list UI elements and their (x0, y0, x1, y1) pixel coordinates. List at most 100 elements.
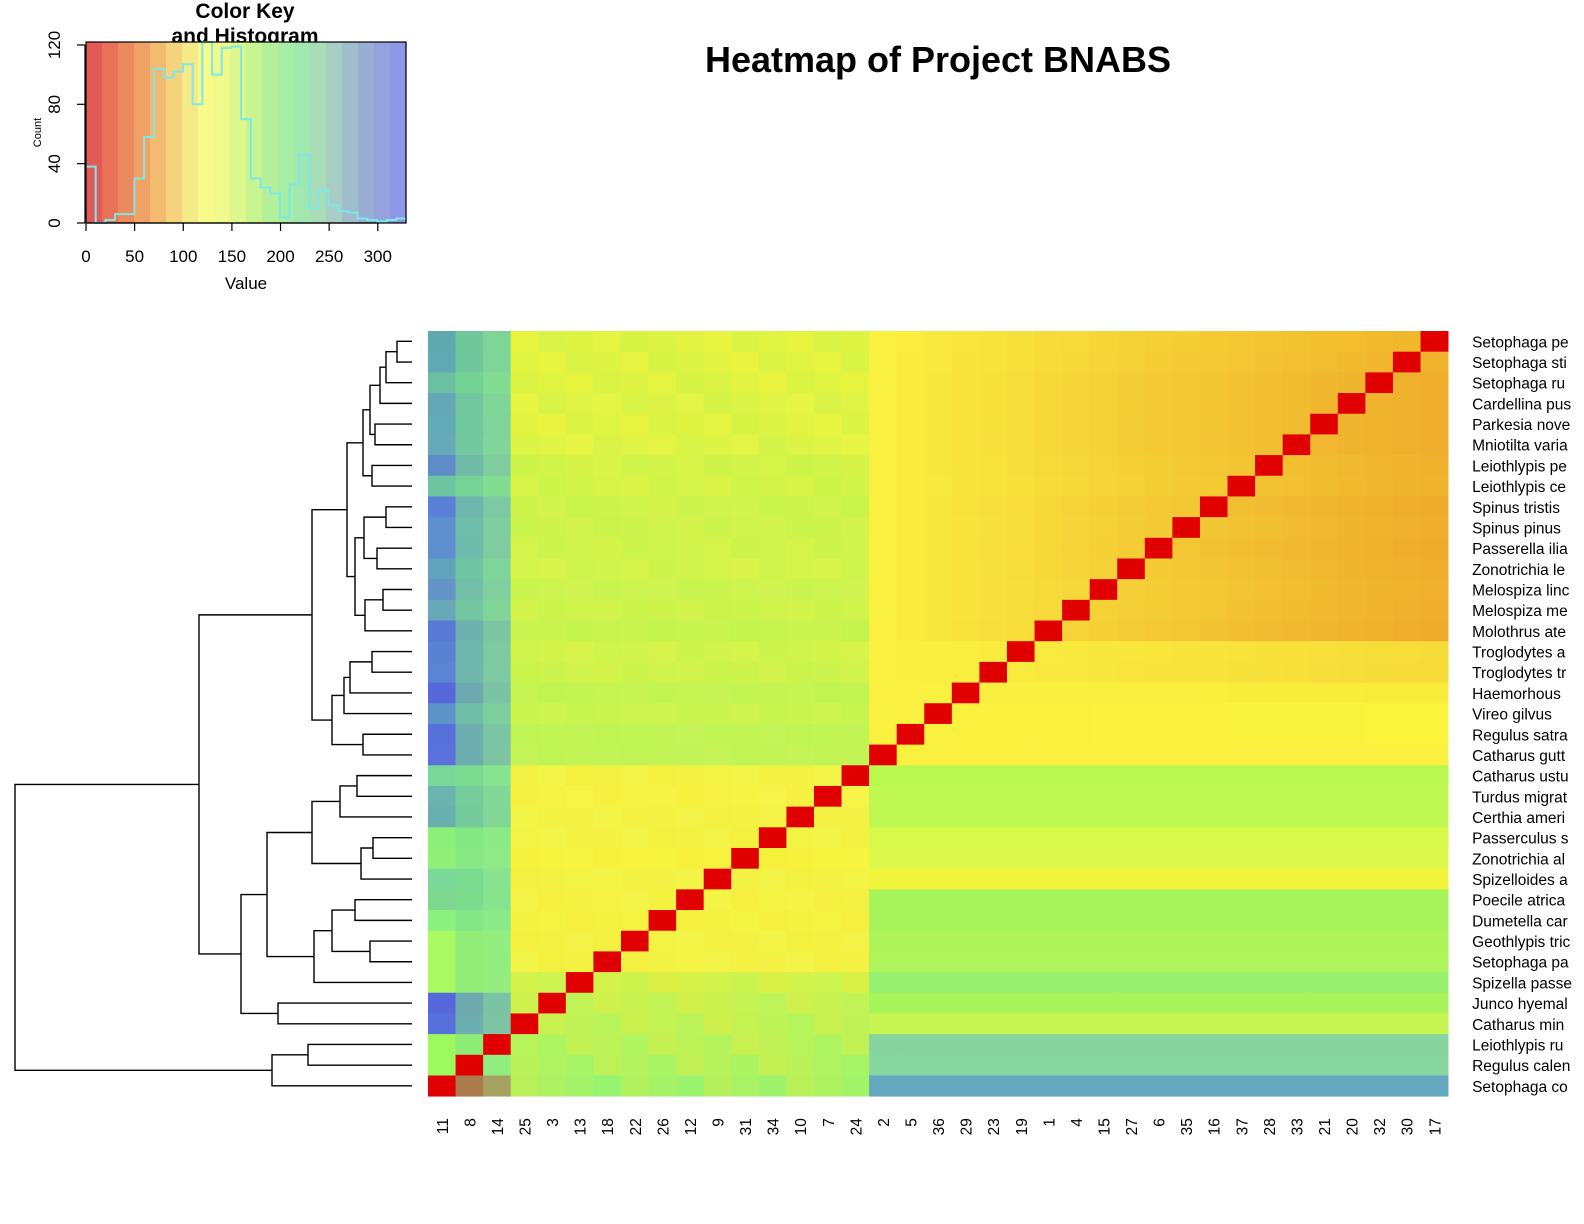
heatmap-cell (620, 785, 649, 808)
heatmap-cell (538, 992, 567, 1014)
heatmap-cell (510, 413, 539, 435)
heatmap-cell (593, 1013, 622, 1035)
heatmap-cell (1034, 868, 1063, 890)
heatmap-cell (1144, 703, 1173, 725)
heatmap-cell (1310, 413, 1339, 435)
heatmap-cell (896, 785, 925, 808)
heatmap-cell (951, 1075, 980, 1097)
heatmap-cell (1006, 1075, 1035, 1097)
heatmap-cell (841, 889, 870, 911)
heatmap-cell (620, 744, 649, 766)
heatmap-cell (731, 765, 760, 787)
heatmap-cell (1117, 723, 1146, 745)
column-labels: 11 8 14 25 3 13 18 22 26 12 9 31 34 10 7 24 2 5 36 29 23 19 1 4… (435, 1118, 1445, 1136)
dendrogram-branch (307, 1043, 412, 1066)
heatmap-cell (593, 599, 622, 621)
heatmap-cell (455, 620, 484, 642)
column-label: 6 (1152, 1118, 1169, 1127)
heatmap-cell (731, 393, 760, 415)
heatmap-cell (483, 972, 512, 994)
heatmap-cell (676, 455, 705, 477)
heatmap-cell (593, 331, 622, 353)
heatmap-cell (896, 475, 925, 497)
heatmap-cell (1117, 972, 1146, 994)
heatmap-cell (1006, 393, 1035, 415)
heatmap-cell (455, 972, 484, 994)
heatmap-cell (1227, 331, 1256, 353)
heatmap-cell (1062, 517, 1091, 539)
heatmap-cell (1117, 703, 1146, 725)
column-label: 2 (876, 1118, 893, 1127)
heatmap-cell (1392, 848, 1421, 870)
heatmap-cell (813, 1013, 842, 1035)
heatmap-cell (786, 393, 815, 415)
heatmap-cell (786, 992, 815, 1014)
heatmap-cell (428, 1054, 456, 1076)
heatmap-cell (483, 475, 512, 497)
dendrogram-branch (354, 899, 412, 922)
heatmap-cell (1034, 889, 1063, 911)
heatmap-cell (924, 496, 953, 518)
heatmap-cell (510, 393, 539, 415)
heatmap-cell (703, 331, 732, 353)
heatmap-cell (510, 579, 539, 601)
heatmap-cell (896, 558, 925, 580)
heatmap-cell (538, 1034, 567, 1056)
column-label: 22 (628, 1118, 645, 1135)
heatmap-cell (758, 475, 787, 497)
heatmap-cell (1117, 579, 1146, 601)
heatmap-cell (510, 641, 539, 663)
heatmap-cell (869, 765, 898, 787)
heatmap-cell (1062, 972, 1091, 994)
heatmap-cell (1365, 558, 1394, 580)
heatmap-cell (1282, 723, 1311, 745)
heatmap-cell (593, 744, 622, 766)
heatmap-cell (455, 475, 484, 497)
heatmap-cell (869, 558, 898, 580)
heatmap-cell (951, 455, 980, 477)
heatmap-cell (1310, 868, 1339, 890)
heatmap-cell (428, 723, 456, 745)
heatmap-cell (1089, 455, 1118, 477)
heatmap-cell (1365, 827, 1394, 849)
color-key-band (182, 42, 199, 223)
heatmap-cell (1199, 620, 1228, 642)
heatmap-cell (1310, 992, 1339, 1014)
heatmap-cell (510, 620, 539, 642)
heatmap-cell (1172, 765, 1201, 787)
heatmap-cell (1199, 579, 1228, 601)
heatmap-cell (648, 372, 677, 394)
heatmap-cell (1255, 331, 1284, 353)
heatmap-cell (1034, 434, 1063, 456)
heatmap-cell (731, 910, 760, 932)
heatmap-cell (1227, 496, 1256, 518)
heatmap-cell (731, 1054, 760, 1076)
heatmap-cell (538, 1013, 567, 1035)
heatmap-cell (786, 744, 815, 766)
heatmap-cell (648, 599, 677, 621)
heatmap-cell (924, 744, 953, 766)
heatmap-cell (1365, 372, 1394, 394)
heatmap-cell (483, 351, 512, 373)
heatmap-cell (758, 744, 787, 766)
heatmap-cell (841, 910, 870, 932)
heatmap-cell (620, 806, 649, 828)
heatmap-cell (869, 868, 898, 890)
heatmap-cell (648, 951, 677, 973)
heatmap-cell (1117, 806, 1146, 828)
column-label: 4 (1069, 1118, 1086, 1127)
heatmap-cell (1062, 496, 1091, 518)
heatmap-cell (565, 579, 594, 601)
heatmap-cell (1255, 703, 1284, 725)
heatmap-cell (648, 848, 677, 870)
heatmap-cell (1034, 910, 1063, 932)
heatmap-cell (1006, 765, 1035, 787)
column-label: 36 (931, 1118, 948, 1135)
heatmap-cell (951, 475, 980, 497)
heatmap-cell (1255, 723, 1284, 745)
heatmap-cell (620, 827, 649, 849)
heatmap-cell (565, 558, 594, 580)
heatmap-cell (1144, 641, 1173, 663)
heatmap-cell (1062, 1034, 1091, 1056)
heatmap-cell (1227, 682, 1256, 704)
